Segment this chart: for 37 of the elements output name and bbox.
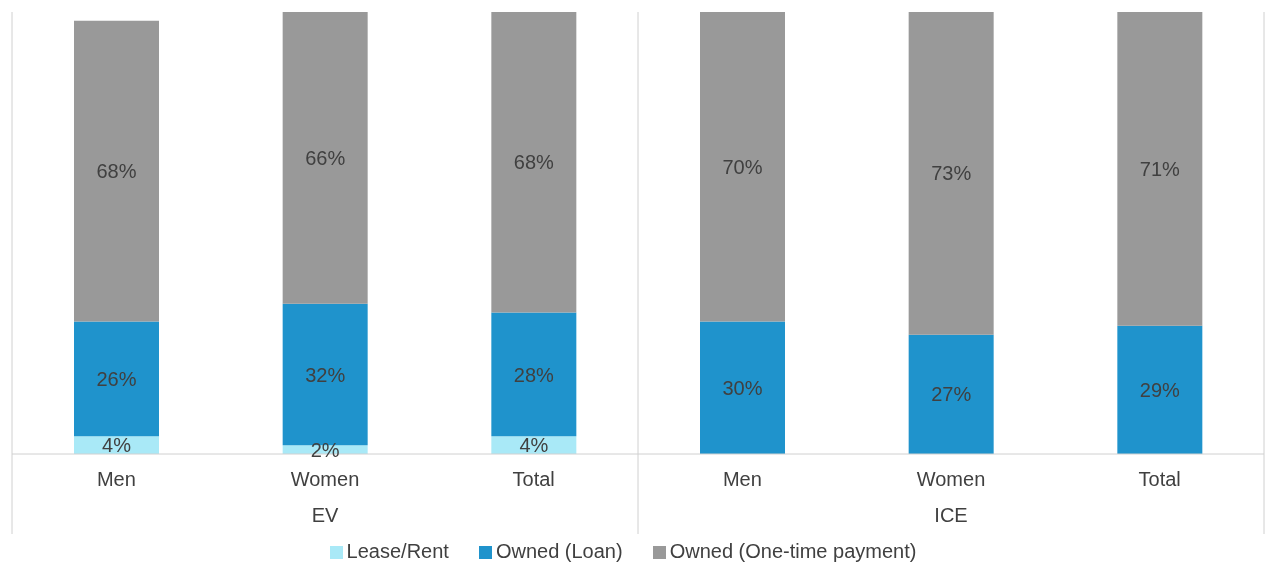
x-tick-label: Total bbox=[1138, 468, 1181, 491]
data-label: 66% bbox=[305, 146, 346, 169]
x-tick-label: Total bbox=[512, 468, 555, 491]
x-tick-label: Women bbox=[290, 468, 360, 491]
legend-label: Owned (One-time payment) bbox=[669, 540, 917, 562]
bar bbox=[700, 321, 785, 454]
bar bbox=[1117, 325, 1203, 454]
bar bbox=[491, 12, 577, 313]
data-label: 68% bbox=[513, 151, 555, 174]
bar bbox=[282, 12, 368, 304]
data-label: 73% bbox=[931, 162, 972, 185]
data-label: 68% bbox=[96, 160, 137, 183]
data-label: 29% bbox=[1139, 379, 1181, 402]
data-label: 28% bbox=[513, 363, 555, 386]
x-tick-label: Women bbox=[916, 468, 986, 491]
text: ICE bbox=[933, 504, 969, 527]
bar bbox=[908, 334, 994, 454]
bar bbox=[491, 312, 577, 437]
data-label: 4% bbox=[102, 434, 132, 457]
text: EV bbox=[310, 504, 340, 527]
bar bbox=[700, 12, 785, 322]
bar bbox=[1117, 12, 1203, 326]
bar bbox=[74, 321, 159, 437]
x-tick-label: Men bbox=[722, 468, 762, 491]
x-tick-label: Men bbox=[96, 468, 136, 491]
data-label: 2% bbox=[310, 438, 340, 461]
data-label: 4% bbox=[519, 434, 549, 457]
bar bbox=[74, 20, 159, 322]
data-label: 26% bbox=[96, 367, 137, 390]
bar bbox=[908, 12, 994, 335]
data-label: 71% bbox=[1139, 158, 1181, 181]
legend-label: Lease/Rent bbox=[346, 540, 449, 562]
data-label: 70% bbox=[722, 155, 763, 178]
data-label: 30% bbox=[722, 376, 763, 399]
legend-label: Owned (Loan) bbox=[495, 540, 623, 562]
data-label: 32% bbox=[305, 363, 346, 386]
data-label: 27% bbox=[931, 383, 972, 406]
